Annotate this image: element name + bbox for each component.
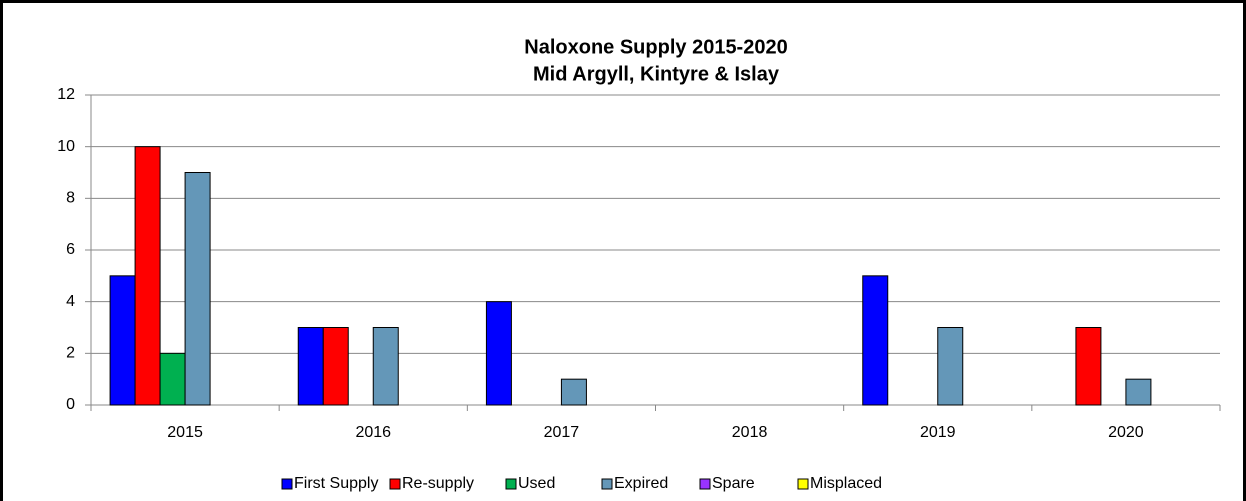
legend-label: Used	[518, 475, 555, 492]
bar	[297, 327, 324, 406]
y-tick-label: 12	[57, 86, 75, 103]
chart-title: Naloxone Supply 2015-2020	[524, 36, 787, 58]
legend-label: Misplaced	[810, 475, 882, 492]
legend-swatch	[389, 478, 401, 490]
legend-label: Expired	[614, 475, 668, 492]
bar	[184, 172, 211, 406]
bar	[372, 327, 399, 406]
legend-swatch	[505, 478, 517, 490]
x-tick-label: 2018	[732, 424, 768, 441]
legend-swatch	[699, 478, 711, 490]
x-tick-label: 2015	[167, 424, 203, 441]
legend-label: Spare	[712, 475, 755, 492]
x-tick-label: 2017	[544, 424, 580, 441]
y-tick-label: 2	[66, 345, 75, 362]
chart-subtitle: Mid Argyll, Kintyre & Islay	[533, 63, 780, 85]
y-tick-label: 10	[57, 138, 75, 155]
bar	[109, 275, 136, 406]
bar	[134, 146, 161, 406]
bar	[560, 378, 587, 406]
x-tick-label: 2019	[920, 424, 956, 441]
y-tick-label: 8	[66, 190, 75, 207]
y-tick-label: 4	[66, 293, 75, 310]
y-tick-label: 0	[66, 396, 75, 413]
bar	[1075, 327, 1102, 406]
legend-swatch	[601, 478, 613, 490]
legend-label: Re-supply	[402, 475, 474, 492]
legend-label: First Supply	[294, 475, 378, 492]
x-tick-label: 2020	[1108, 424, 1144, 441]
bar	[1125, 378, 1152, 406]
x-tick-label: 2016	[355, 424, 391, 441]
legend-swatch	[281, 478, 293, 490]
bar	[937, 327, 964, 406]
bar	[862, 275, 889, 406]
legend-swatch	[797, 478, 809, 490]
bar	[322, 327, 349, 406]
y-tick-label: 6	[66, 241, 75, 258]
bar	[485, 301, 512, 406]
bar	[159, 352, 186, 406]
